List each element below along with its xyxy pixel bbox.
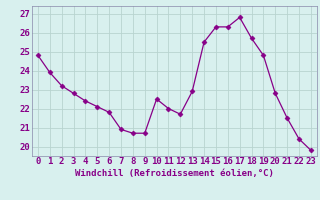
X-axis label: Windchill (Refroidissement éolien,°C): Windchill (Refroidissement éolien,°C) <box>75 169 274 178</box>
